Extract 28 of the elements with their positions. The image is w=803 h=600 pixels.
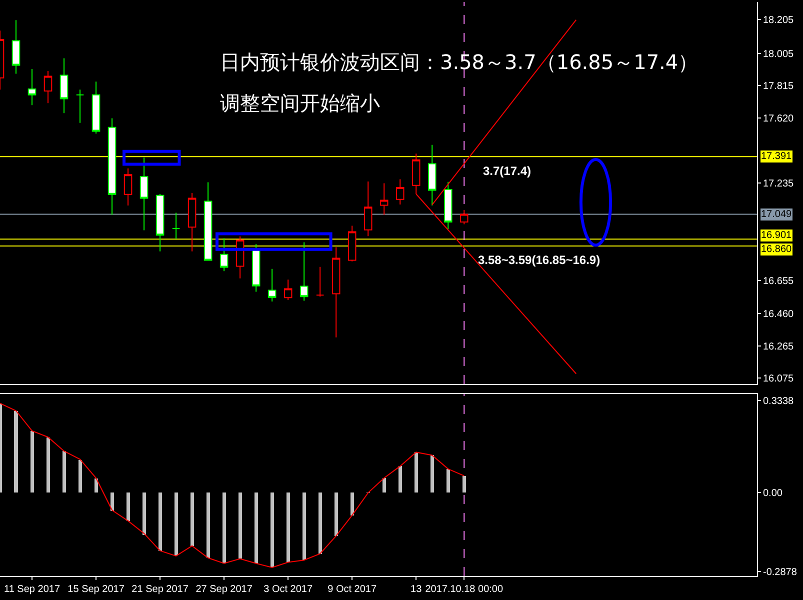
x-tick-label: 27 Sep 2017 bbox=[196, 584, 253, 595]
ref-line-label: 17.391 bbox=[761, 151, 792, 162]
y-tick-label: 16.075 bbox=[763, 374, 794, 385]
text: 日内预计银价波动区间：3.58～3.7（16.85～17.4） bbox=[220, 50, 698, 74]
annotation: 3.7(17.4) bbox=[483, 164, 532, 178]
x-tick-label: 2017.10.18 00:00 bbox=[425, 584, 504, 595]
text: 调整空间开始缩小 bbox=[220, 91, 380, 115]
y-tick-label: 16.460 bbox=[763, 308, 794, 320]
y-tick-label: 18.005 bbox=[763, 48, 794, 60]
y-tick-label: 17.620 bbox=[763, 114, 794, 125]
y-tick-label: 17.235 bbox=[763, 178, 794, 190]
y-tick-label: -0.2878 bbox=[763, 566, 798, 578]
y-tick-label: 0.3338 bbox=[763, 396, 794, 408]
x-tick-label: 13 bbox=[410, 584, 422, 595]
ref-line-label: 16.901 bbox=[761, 230, 792, 241]
x-tick-label: 11 Sep 2017 bbox=[4, 584, 60, 595]
x-tick-label: 9 Oct 2017 bbox=[328, 584, 377, 595]
x-tick-label: 15 Sep 2017 bbox=[68, 584, 125, 595]
ref-line-label: 17.049 bbox=[761, 209, 792, 220]
y-tick-label: 0.00 bbox=[763, 488, 783, 499]
x-tick-label: 3 Oct 2017 bbox=[264, 584, 313, 595]
y-tick-label: 17.815 bbox=[763, 80, 794, 92]
y-tick-label: 16.265 bbox=[763, 342, 794, 353]
y-tick-label: 18.205 bbox=[763, 15, 794, 26]
y-tick-label: 16.655 bbox=[763, 276, 794, 288]
ref-line-label: 16.860 bbox=[761, 244, 792, 255]
annotation: 3.58~3.59(16.85~16.9) bbox=[478, 253, 600, 267]
x-tick-label: 21 Sep 2017 bbox=[132, 584, 189, 595]
